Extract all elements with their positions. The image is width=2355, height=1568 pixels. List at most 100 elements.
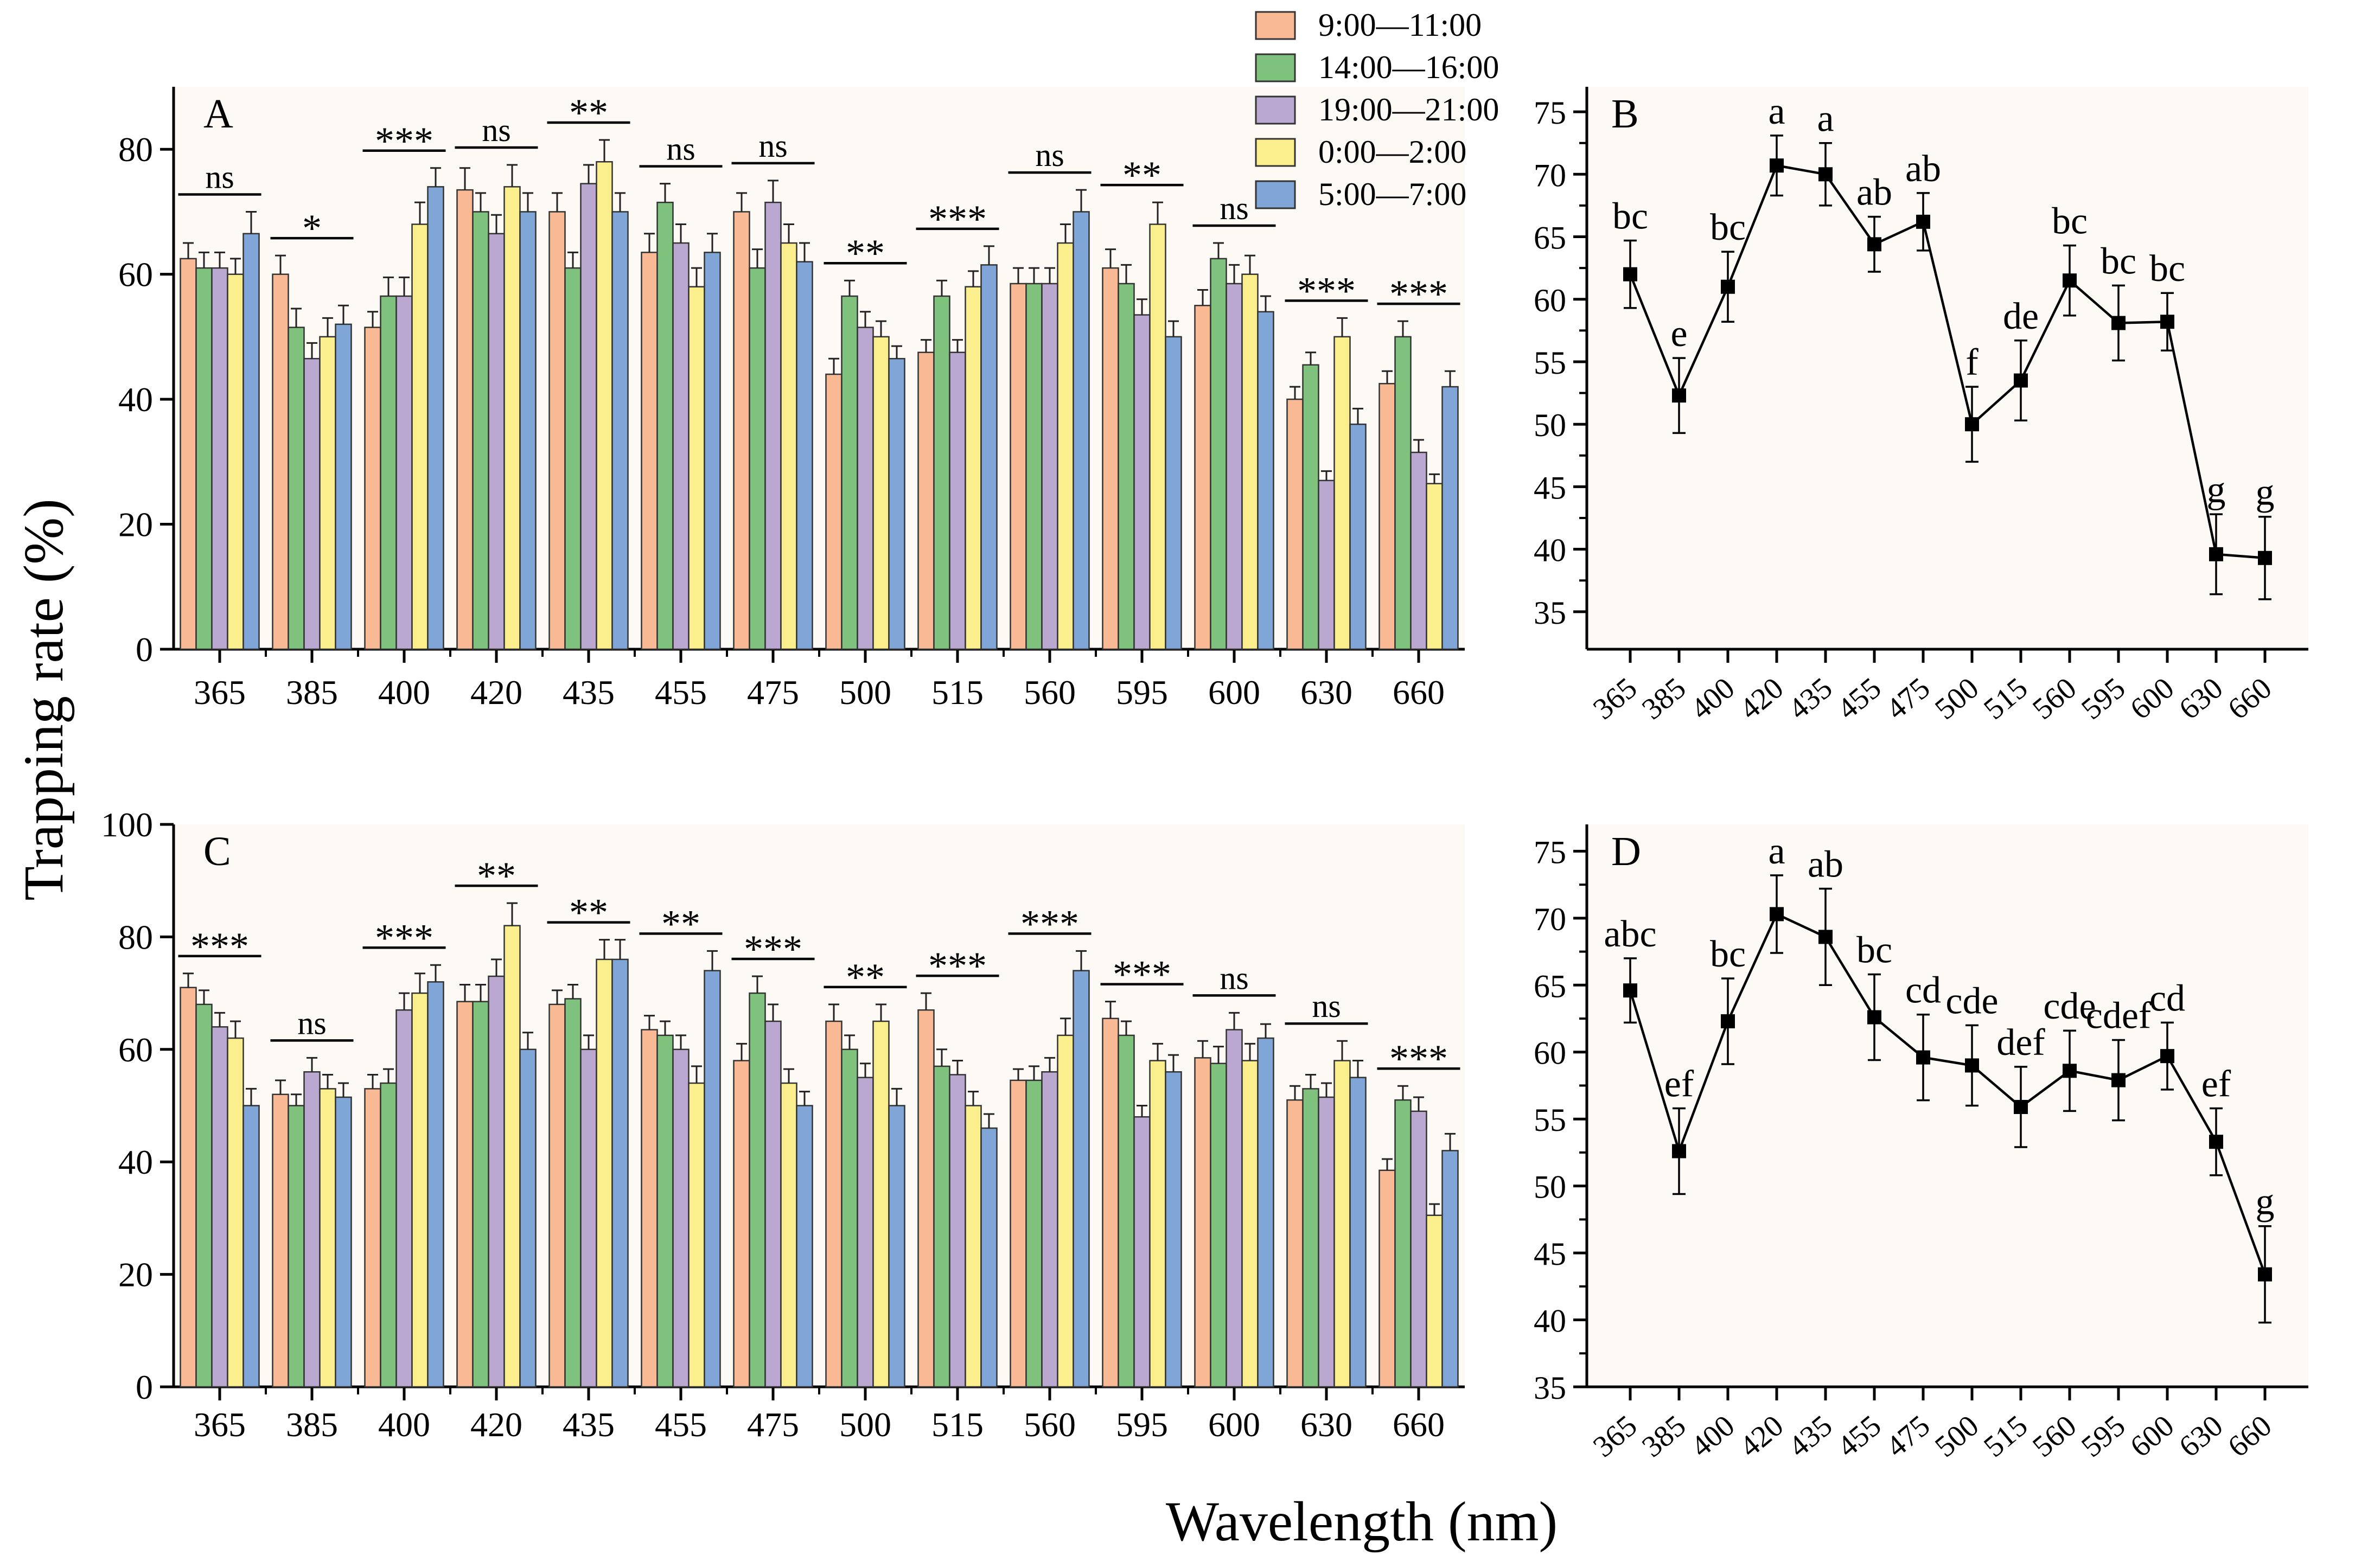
significance-label: *** (1020, 902, 1079, 945)
point-label: a (1768, 830, 1785, 872)
bar (180, 258, 197, 650)
bar (335, 323, 352, 650)
x-tick-label: 455 (655, 1405, 707, 1444)
bar (227, 273, 244, 650)
point-label: ab (1905, 148, 1941, 190)
data-point (2111, 316, 2126, 330)
significance-label: *** (1389, 1037, 1448, 1080)
y-tick-label: 50 (1534, 407, 1566, 443)
panel-c-bar-chart: 0 20 40 60 80 100 365 *** 385 ns 400 *** 420 ** 435 ** 4… (101, 805, 1465, 1444)
x-tick-label: 660 (1393, 1405, 1445, 1444)
bar (1318, 1096, 1335, 1388)
bar (1165, 1071, 1182, 1388)
bar (395, 295, 413, 650)
legend-label: 9:00—11:00 (1318, 7, 1482, 43)
significance-label: ns (1035, 137, 1064, 173)
bar (272, 1093, 289, 1388)
x-tick-label: 385 (286, 1405, 338, 1444)
bar (380, 295, 397, 650)
panel-letter: C (203, 829, 231, 874)
y-tick-label: 40 (1534, 533, 1566, 568)
bar (1133, 1116, 1151, 1388)
y-tick-label: 75 (1534, 834, 1566, 870)
y-tick-label: 40 (1534, 1303, 1566, 1339)
legend-label: 5:00—7:00 (1318, 176, 1466, 212)
bar (1073, 970, 1090, 1388)
bar (1318, 479, 1335, 650)
x-tick-label: 400 (378, 1405, 430, 1444)
significance-label: ns (1220, 190, 1248, 226)
bar (1394, 1099, 1412, 1388)
point-label: cde (2043, 985, 2096, 1027)
bar (227, 1037, 244, 1388)
y-tick-label: 35 (1534, 1370, 1566, 1406)
bar (427, 981, 444, 1388)
data-point (1916, 214, 1930, 229)
significance-label: ** (846, 232, 885, 275)
bar (841, 1048, 858, 1388)
data-point (1770, 158, 1784, 173)
bar (749, 992, 766, 1388)
bar (641, 1029, 658, 1388)
significance-label: *** (744, 927, 802, 971)
bar (1333, 336, 1351, 650)
point-label: ef (1664, 1063, 1694, 1105)
x-tick-label: 500 (839, 673, 891, 712)
significance-label: *** (375, 916, 433, 959)
bar (319, 336, 336, 650)
bar (980, 264, 998, 650)
bar (596, 161, 613, 650)
significance-label: ns (205, 159, 234, 195)
bar (1286, 1099, 1304, 1388)
bar (611, 958, 629, 1388)
x-tick-label: 515 (931, 1405, 984, 1444)
panel-letter: B (1611, 91, 1639, 137)
bar (1394, 336, 1412, 650)
bar (749, 267, 766, 650)
bar (672, 242, 690, 650)
bar (1194, 305, 1211, 650)
y-tick-label: 60 (118, 255, 153, 294)
legend: 9:00—11:00 14:00—16:00 19:00—21:00 0:00—2:0… (1255, 7, 1499, 212)
bar (288, 327, 305, 650)
bar (1041, 283, 1058, 650)
x-tick-label: 630 (1300, 1405, 1352, 1444)
data-point (1867, 237, 1881, 252)
bar (1226, 1029, 1243, 1388)
bar (917, 351, 935, 650)
data-point (1623, 267, 1637, 281)
bar (949, 351, 966, 650)
bar (764, 1020, 782, 1388)
bar (1333, 1060, 1351, 1388)
point-label: bc (1856, 930, 1892, 971)
bar (656, 201, 674, 650)
bar (272, 273, 289, 650)
significance-label: ** (846, 956, 885, 999)
bar (1210, 258, 1227, 650)
point-label: cd (2149, 977, 2185, 1019)
y-tick-label: 40 (118, 1143, 153, 1181)
bar (796, 261, 813, 650)
point-label: a (1817, 98, 1834, 140)
bar (1426, 483, 1443, 650)
bar (580, 183, 597, 650)
bar (380, 1082, 397, 1388)
bar (796, 1105, 813, 1388)
y-tick-label: 65 (1534, 220, 1566, 256)
bar (519, 211, 537, 650)
bar (872, 1020, 890, 1388)
data-point (2111, 1073, 2126, 1087)
x-tick-label: 365 (194, 673, 246, 712)
bar (704, 970, 721, 1388)
data-point (1818, 930, 1833, 944)
point-label: f (1965, 342, 1979, 383)
y-tick-label: 55 (1534, 1102, 1566, 1138)
significance-label: *** (928, 944, 987, 988)
bar (1426, 1214, 1443, 1388)
y-tick-label: 60 (1534, 283, 1566, 318)
data-point (2160, 315, 2174, 329)
bar (503, 186, 521, 650)
x-tick-label: 455 (655, 673, 707, 712)
panel-b-line-chart: 354045505560657075bc365e385bc400a420a435… (1534, 87, 2308, 726)
